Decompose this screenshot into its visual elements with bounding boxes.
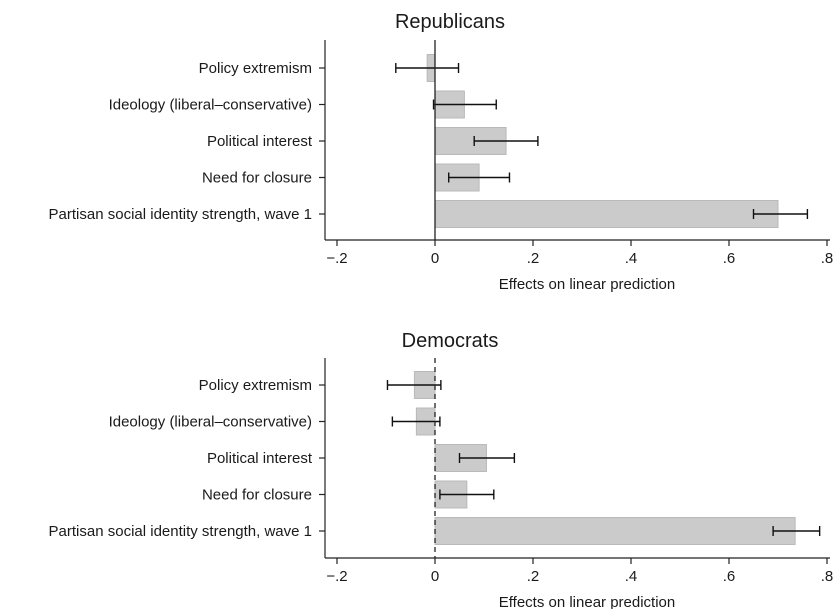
category-label: Ideology (liberal–conservative) — [109, 414, 312, 431]
bar — [434, 517, 796, 545]
category-label: Partisan social identity strength, wave … — [49, 523, 312, 540]
x-axis-label: Effects on linear prediction — [499, 594, 676, 609]
x-tick-label: .2 — [527, 250, 540, 267]
x-tick-label: .6 — [723, 568, 736, 585]
category-label: Policy extremism — [199, 60, 312, 77]
x-tick-label: .8 — [821, 250, 834, 267]
x-axis-label: Effects on linear prediction — [499, 276, 676, 293]
x-tick-label: .4 — [625, 250, 638, 267]
chart-panel-republicans: Republicans −.2 0 .2 .4 .6 .8 Effects on linear… — [49, 11, 834, 293]
x-tick-label: .2 — [527, 568, 540, 585]
category-label: Ideology (liberal–conservative) — [109, 97, 312, 114]
chart-panel-democrats: Democrats −.2 0 .2 .4 .6 .8 Effects on linear p… — [49, 330, 834, 609]
x-tick-label: 0 — [431, 568, 439, 585]
bar — [434, 200, 779, 228]
panel-title: Democrats — [402, 330, 499, 352]
panel-title: Republicans — [395, 11, 505, 33]
x-tick-label: −.2 — [326, 568, 347, 585]
category-label: Need for closure — [202, 487, 312, 504]
category-label: Partisan social identity strength, wave … — [49, 206, 312, 223]
x-tick-label: .8 — [821, 568, 834, 585]
category-label: Political interest — [207, 133, 313, 150]
category-label: Policy extremism — [199, 377, 312, 394]
x-tick-label: .6 — [723, 250, 736, 267]
x-tick-label: −.2 — [326, 250, 347, 267]
category-label: Political interest — [207, 450, 313, 467]
x-tick-label: .4 — [625, 568, 638, 585]
x-tick-label: 0 — [431, 250, 439, 267]
category-label: Need for closure — [202, 170, 312, 187]
